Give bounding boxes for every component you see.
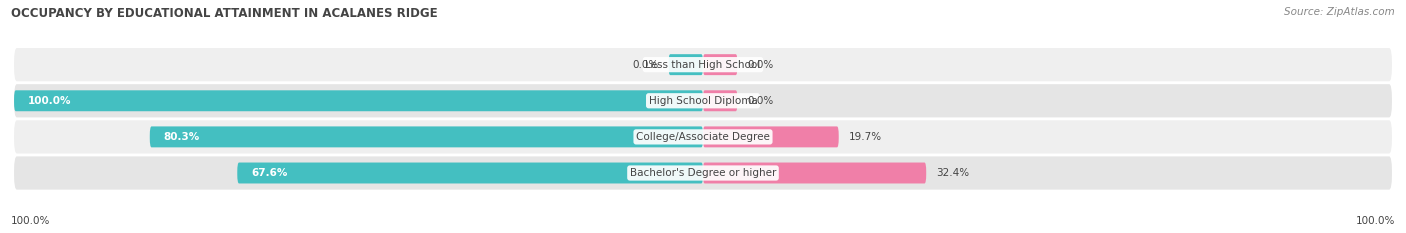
Text: 67.6%: 67.6% [252, 168, 287, 178]
Text: High School Diploma: High School Diploma [648, 96, 758, 106]
Text: 0.0%: 0.0% [631, 60, 658, 70]
FancyBboxPatch shape [703, 54, 738, 75]
Text: Bachelor's Degree or higher: Bachelor's Degree or higher [630, 168, 776, 178]
Text: Source: ZipAtlas.com: Source: ZipAtlas.com [1284, 7, 1395, 17]
FancyBboxPatch shape [238, 163, 703, 183]
FancyBboxPatch shape [14, 48, 1392, 81]
Text: 0.0%: 0.0% [748, 96, 775, 106]
FancyBboxPatch shape [14, 120, 1392, 154]
FancyBboxPatch shape [669, 54, 703, 75]
FancyBboxPatch shape [14, 84, 1392, 117]
FancyBboxPatch shape [703, 163, 927, 183]
Text: College/Associate Degree: College/Associate Degree [636, 132, 770, 142]
Text: 100.0%: 100.0% [11, 216, 51, 226]
FancyBboxPatch shape [703, 90, 738, 111]
Text: OCCUPANCY BY EDUCATIONAL ATTAINMENT IN ACALANES RIDGE: OCCUPANCY BY EDUCATIONAL ATTAINMENT IN A… [11, 7, 437, 20]
Text: 100.0%: 100.0% [1355, 216, 1395, 226]
Text: Less than High School: Less than High School [645, 60, 761, 70]
Text: 100.0%: 100.0% [28, 96, 72, 106]
FancyBboxPatch shape [14, 90, 703, 111]
FancyBboxPatch shape [14, 156, 1392, 190]
Text: 19.7%: 19.7% [849, 132, 882, 142]
Text: 32.4%: 32.4% [936, 168, 970, 178]
Text: 0.0%: 0.0% [748, 60, 775, 70]
Text: 80.3%: 80.3% [163, 132, 200, 142]
FancyBboxPatch shape [150, 127, 703, 147]
FancyBboxPatch shape [703, 127, 839, 147]
